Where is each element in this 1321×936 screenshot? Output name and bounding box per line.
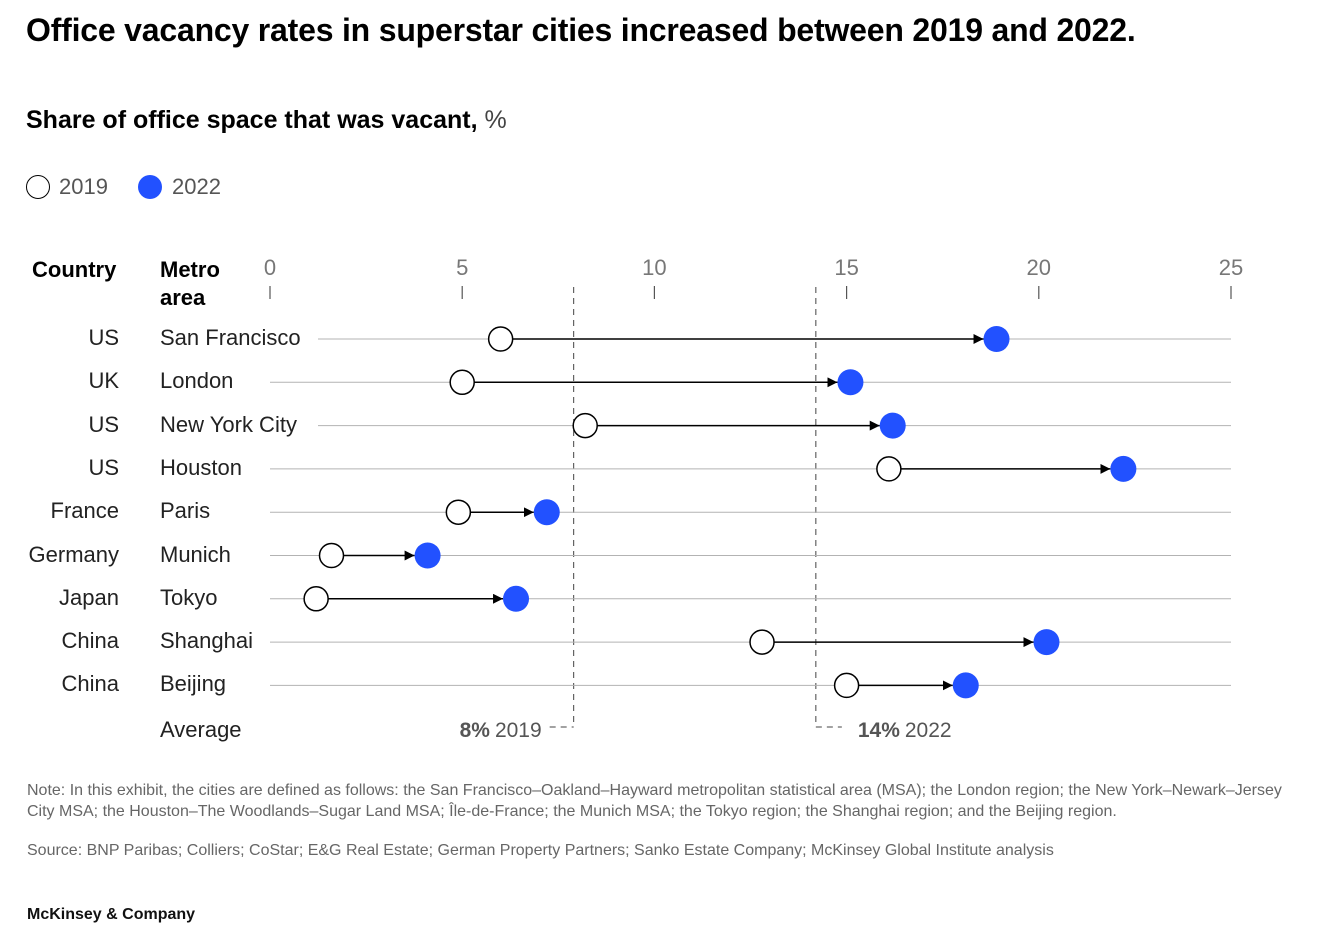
metro-header-line1: Metro [160,257,220,282]
x-tick-label: 20 [1027,255,1051,280]
point-2022 [1033,629,1060,656]
metro-label: London [160,368,234,394]
average-row-label: Average [160,717,242,742]
point-2022 [837,369,864,396]
point-2019 [445,499,472,525]
metro-label: Munich [160,541,231,567]
metro-label: New York City [160,411,297,437]
point-2022 [414,542,441,569]
x-tick-label: 0 [264,255,276,280]
footnote: Note: In this exhibit, the cities are de… [27,782,1282,820]
point-2022 [533,499,560,526]
metro-label: San Francisco [160,325,301,350]
filled-circle-icon [138,175,162,199]
x-tick-label: 15 [834,255,858,280]
country-label: Japan [59,584,119,610]
country-header: Country [32,257,117,282]
point-2022 [1110,455,1137,482]
point-2019 [876,456,902,482]
point-2019 [318,542,345,569]
average-2022-label: 14% 2022 [858,719,952,742]
point-2022 [983,326,1010,352]
x-tick-label: 10 [642,255,666,280]
average-2019-label: 8% 2019 [460,719,542,742]
chart-subtitle: Share of office space that was vacant, % [26,106,507,135]
country-label: UK [88,368,119,394]
country-label: US [88,411,119,437]
country-label: France [50,498,119,524]
metro-label: Tokyo [160,584,218,610]
country-label: China [61,628,119,654]
subtitle-unit: % [484,106,507,134]
country-label: Germany [28,541,119,567]
country-label: US [88,325,119,350]
metro-label: Houston [160,454,242,480]
subtitle-text: Share of office space that was vacant, [26,106,478,134]
point-2019 [449,369,475,396]
point-2019 [572,412,598,439]
x-tick-label: 25 [1219,255,1243,280]
source-note: Source: BNP Paribas; Colliers; CoStar; E… [27,842,1054,859]
legend-label-2022: 2022 [172,174,221,199]
x-tick-label: 5 [456,255,468,280]
point-2019 [303,586,329,612]
metro-label: Beijing [160,671,227,697]
point-2019 [749,629,775,655]
point-2022 [503,585,530,612]
legend-label-2019: 2019 [59,174,108,199]
country-label: China [61,671,119,697]
chart-title: Office vacancy rates in superstar cities… [26,12,1136,48]
metro-label: Shanghai [160,628,253,654]
point-2022 [952,672,979,699]
point-2022 [879,412,906,439]
hollow-circle-icon [26,175,50,199]
dumbbell-chart: 0 5 10 15 20 25 8% 2019 14% 2022 [264,255,1243,742]
metro-label: Paris [160,498,211,524]
country-label: US [88,454,119,480]
point-2019 [487,326,514,352]
brand-logo-text: McKinsey & Company [27,906,196,923]
point-2019 [833,672,860,699]
metro-header-line2: area [160,285,206,310]
